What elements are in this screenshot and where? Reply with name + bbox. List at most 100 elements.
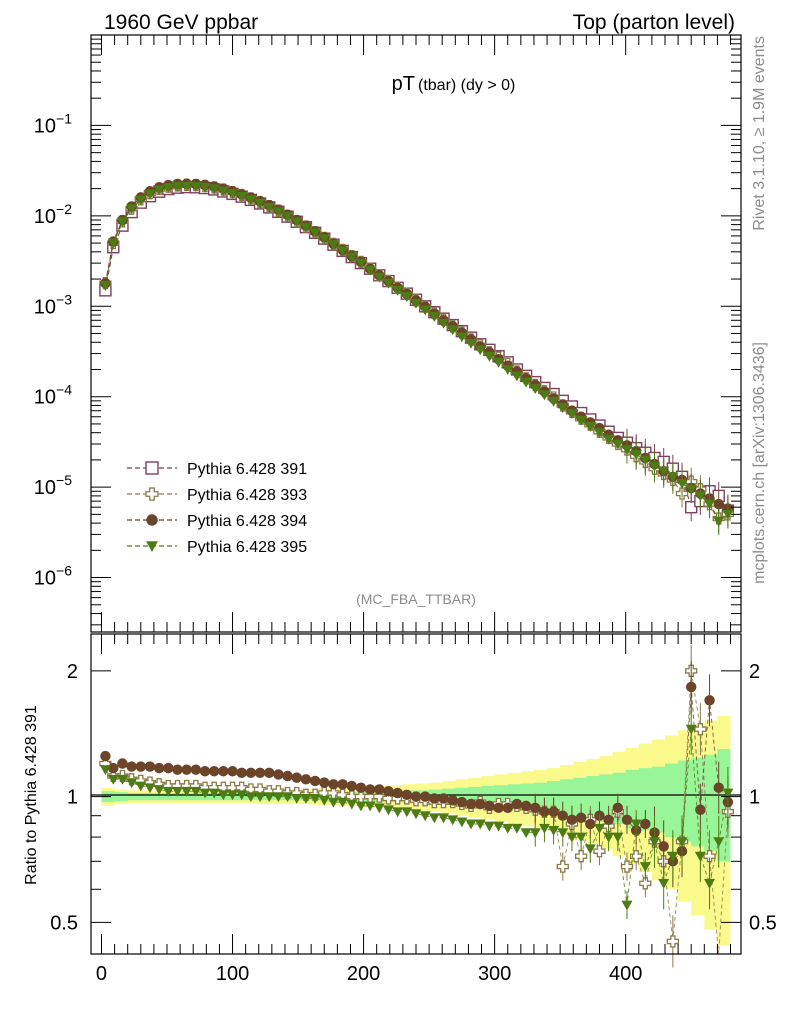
data-point [713,782,724,793]
data-point [538,823,550,834]
y-tick-label: 2 [67,661,78,683]
data-point [502,802,513,814]
data-point [162,183,174,194]
data-point [364,784,376,795]
data-point [401,789,413,801]
data-point [419,305,431,316]
data-point [328,779,339,790]
data-point [704,878,716,889]
data-point [419,791,431,802]
x-tick-label: 300 [478,963,511,985]
data-point [630,450,642,460]
data-point [593,845,606,858]
data-point [373,803,385,814]
data-point [263,203,275,213]
data-point [483,351,495,362]
ratio-series-layer [99,644,735,968]
inner-band [101,749,731,862]
main-panel: 10−6 10−5 10−4 10−3 10−2 10−1 pT (tbar) (dy >… [34,34,742,633]
ratio-panel: 0.5 0.5 1 1 2 2 0 100 200 300 400 Ratio to Pythia … [23,633,777,985]
data-point [107,238,119,249]
data-point [474,819,486,830]
data-point [171,181,183,192]
y-tick-label: 10−1 [34,110,72,137]
data-point [704,499,716,510]
data-point [640,818,651,830]
data-point [383,786,394,797]
data-point [190,786,202,797]
data-point [603,814,614,826]
data-point [603,434,615,445]
data-point [300,774,312,785]
data-point [282,770,293,782]
data-point [658,878,670,889]
data-point [548,826,560,836]
data-point [236,767,247,779]
data-point [217,790,229,801]
data-point [713,498,724,510]
data-point [530,802,541,814]
ratio-series-4 [99,703,734,920]
data-point [685,681,697,693]
data-point [658,466,670,477]
data-point [493,357,505,368]
data-point [309,228,321,239]
data-point [401,807,413,818]
data-point [603,832,615,843]
data-point [649,837,661,848]
data-point [199,182,211,193]
data-point [337,779,348,790]
data-point [190,181,202,192]
legend-entry: Pythia 6.428 393 [127,487,307,504]
data-point [126,778,138,789]
legend-marker [146,514,158,526]
outer-band [101,715,731,946]
data-point [520,377,532,388]
data-point [319,777,330,788]
data-point [382,805,394,816]
data-point [511,823,523,834]
data-point [346,799,358,810]
data-point [557,828,569,839]
y-tick-label: 10−4 [34,382,72,409]
data-point [520,828,532,839]
data-point [410,298,422,309]
data-point [217,186,229,197]
data-point [557,403,569,413]
data-point [566,832,578,843]
data-point [107,774,119,785]
data-point [153,762,165,774]
data-point [639,455,651,466]
data-point [382,792,395,805]
data-point [713,837,725,848]
data-point [309,794,321,804]
data-point [584,421,596,432]
data-point [135,761,147,772]
data-point [236,790,248,801]
data-point [263,792,275,803]
data-point [181,181,193,192]
main-axis-ticks: 10−6 10−5 10−4 10−3 10−2 10−1 [34,34,741,632]
data-point [392,787,403,799]
data-point [382,278,394,289]
data-point [520,800,532,812]
data-point [392,285,404,296]
data-point [557,810,568,821]
data-point [373,272,385,283]
data-point [181,764,192,775]
legend-entry: Pythia 6.428 395 [127,539,307,556]
data-point [429,793,440,804]
data-point [539,806,550,817]
data-point [318,795,330,806]
data-point [126,204,138,215]
data-point [410,809,422,820]
data-point [364,801,376,812]
data-point [181,786,193,797]
data-point [346,780,358,792]
data-point [116,774,128,785]
data-point [327,240,339,251]
data-point [585,818,596,830]
data-point [575,832,587,843]
data-point [419,811,431,822]
data-point [630,819,642,830]
